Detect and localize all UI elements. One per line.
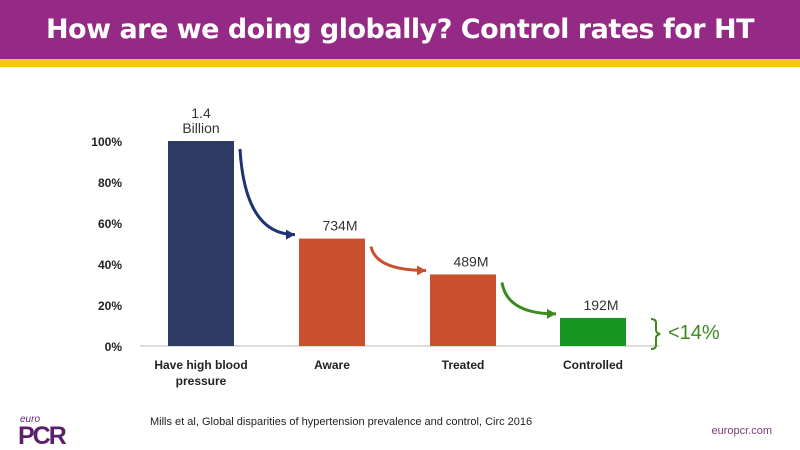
y-tick-label: 100% [91,135,122,149]
data-label: 489M [453,253,488,269]
data-label: 192M [583,297,618,313]
data-label: 1.4 [191,105,211,121]
x-tick-label: Aware [314,358,350,372]
bar [430,274,496,346]
x-tick-label: Treated [442,358,485,372]
brace [650,318,661,350]
page-title: How are we doing globally? Control rates… [0,0,800,59]
y-tick-label: 40% [98,258,122,272]
bar [299,238,365,346]
arrow-head [286,229,295,240]
y-tick-label: 60% [98,217,122,231]
y-tick-label: 80% [98,176,122,190]
x-tick-label: pressure [176,374,227,388]
europcr-logo: euro PCR [18,414,67,450]
y-tick-label: 0% [105,340,123,354]
x-tick-label: Controlled [563,358,623,372]
arrow-head [417,265,426,276]
annotation: <14% [668,322,720,344]
bar [168,141,234,346]
arrow [500,282,557,316]
citation: Mills et al, Global disparities of hyper… [150,416,533,428]
arrow [238,148,296,237]
data-label: 734M [322,218,357,234]
data-label: Billion [182,120,219,136]
accent-stripe [0,59,800,67]
bar [560,317,626,346]
x-tick-label: Have high blood [154,358,247,372]
site-link[interactable]: europcr.com [711,425,772,437]
arrow-head [547,308,556,319]
y-tick-label: 20% [98,299,122,313]
